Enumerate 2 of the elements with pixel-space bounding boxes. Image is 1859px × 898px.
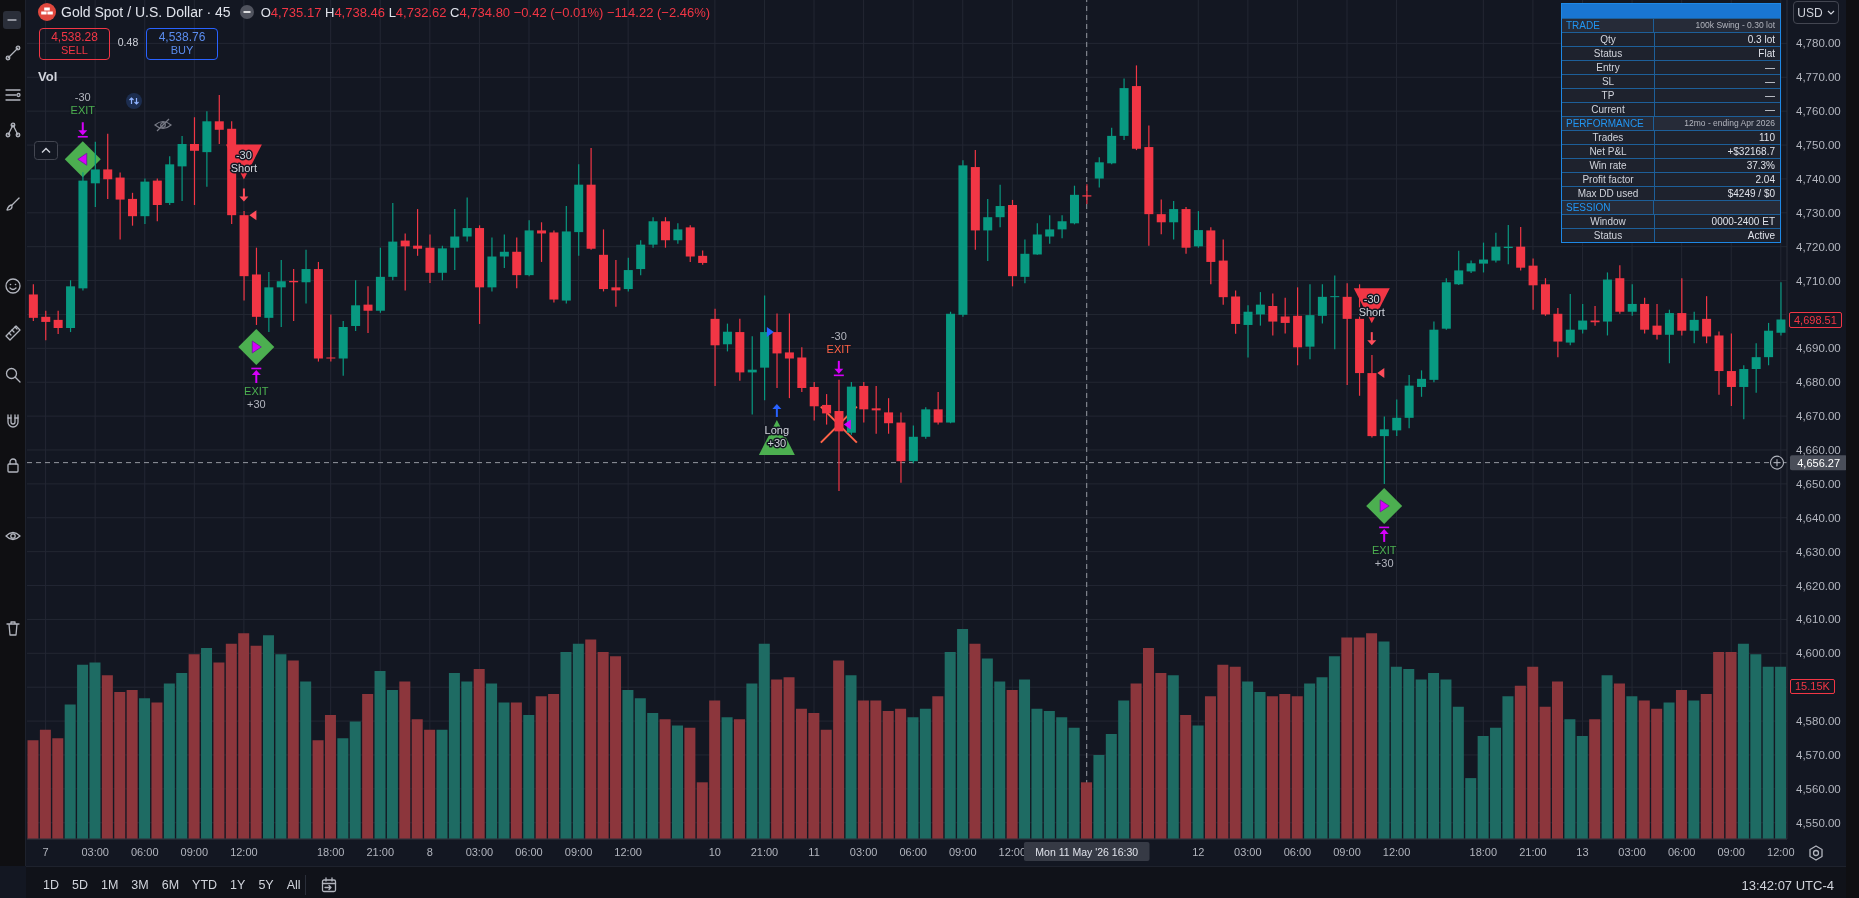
candlestick (28, 283, 38, 322)
bar (27, 740, 39, 839)
